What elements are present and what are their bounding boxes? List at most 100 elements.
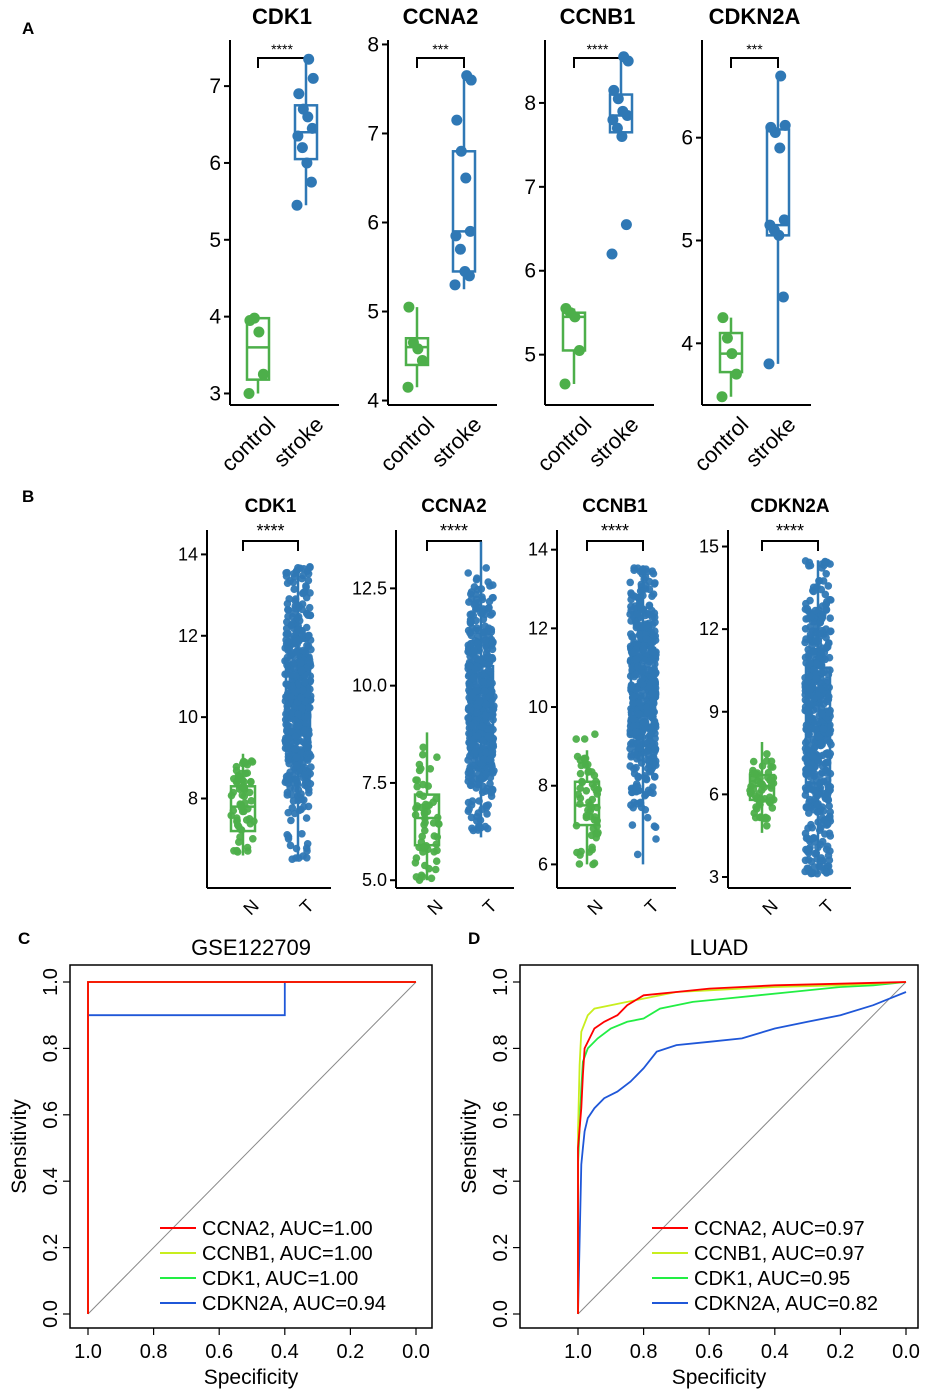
data-point [641,581,650,589]
data-point [480,687,489,695]
significance-bracket [586,540,644,551]
data-point [645,602,654,610]
data-point [467,740,476,748]
data-point [283,630,292,638]
y-tick-label: 5.0 [362,870,387,890]
data-point [244,314,256,326]
data-point [588,795,597,804]
data-point [826,627,834,636]
data-point [478,736,487,745]
significance-label: **** [601,521,629,541]
chart-title: CDK1 [252,4,312,29]
data-point [488,653,496,662]
data-point [301,678,309,687]
data-point [471,599,480,608]
data-point [234,773,243,782]
chart-title: LUAD [690,935,749,960]
data-point [721,332,733,344]
data-point [304,756,312,764]
data-point [806,630,815,639]
data-point [464,714,472,722]
data-point [582,787,591,795]
y-tick-label: 4 [681,332,693,355]
data-point [241,769,250,778]
data-point [641,719,649,727]
y-tick-label: 0.2 [490,1234,512,1262]
data-point [827,740,835,749]
data-point [812,776,821,784]
data-point [620,219,632,231]
data-point [648,690,656,698]
data-point [804,769,812,778]
data-point [288,804,297,812]
chart-title: CCNB1 [582,496,648,517]
data-point [778,214,790,226]
data-point [751,792,760,800]
data-point [475,797,483,805]
data-point [240,784,249,793]
data-point [638,662,646,670]
data-point [305,730,313,738]
data-point [574,790,583,799]
data-point [306,659,314,667]
group-t: T [801,557,838,918]
data-point [484,732,493,741]
group-stroke: stroke [740,70,800,472]
data-point [650,580,659,588]
data-point [248,758,257,766]
data-point [305,176,317,188]
data-point [814,818,822,826]
data-point [289,609,298,618]
data-point [489,581,497,589]
y-tick-label: 8 [367,33,379,56]
data-point [306,685,314,693]
data-point [607,114,619,126]
data-point [236,825,245,834]
data-point [643,755,652,764]
group-t: T [281,563,318,918]
group-n: N [411,732,447,919]
data-point [629,648,638,657]
data-point [488,785,497,794]
x-tick-label: 0.4 [271,1341,299,1363]
data-point [815,577,824,585]
data-point [634,710,643,718]
data-point [307,763,315,771]
group-n: N [227,753,263,919]
panel-label-a: A [22,19,34,38]
data-point [488,609,497,618]
data-point [291,602,300,610]
data-point [578,777,586,786]
data-point [576,784,584,792]
data-point [821,655,829,664]
data-point [825,802,833,810]
data-point [591,730,599,738]
data-point [283,791,292,799]
data-point [572,735,580,743]
data-point [779,119,791,131]
data-point [283,568,291,577]
data-point [808,642,816,650]
data-point [645,666,653,674]
data-point [425,864,433,873]
data-point [814,733,823,741]
data-point [717,312,729,324]
panel-label-c: C [18,929,30,948]
data-point [468,690,477,699]
data-point [826,832,835,840]
y-axis-label: Sensitivity [458,1099,481,1194]
data-point [639,645,647,654]
data-point [244,805,252,813]
data-point [645,657,654,666]
data-point [455,145,467,157]
data-point [465,805,473,814]
x-tick-label: stroke [740,412,800,472]
legend-entry: CCNA2, AUC=1.00 [202,1218,373,1240]
data-point [298,795,306,804]
panel-label-d: D [468,929,480,948]
data-point [817,661,826,669]
data-point [303,854,311,862]
data-point [419,848,427,856]
